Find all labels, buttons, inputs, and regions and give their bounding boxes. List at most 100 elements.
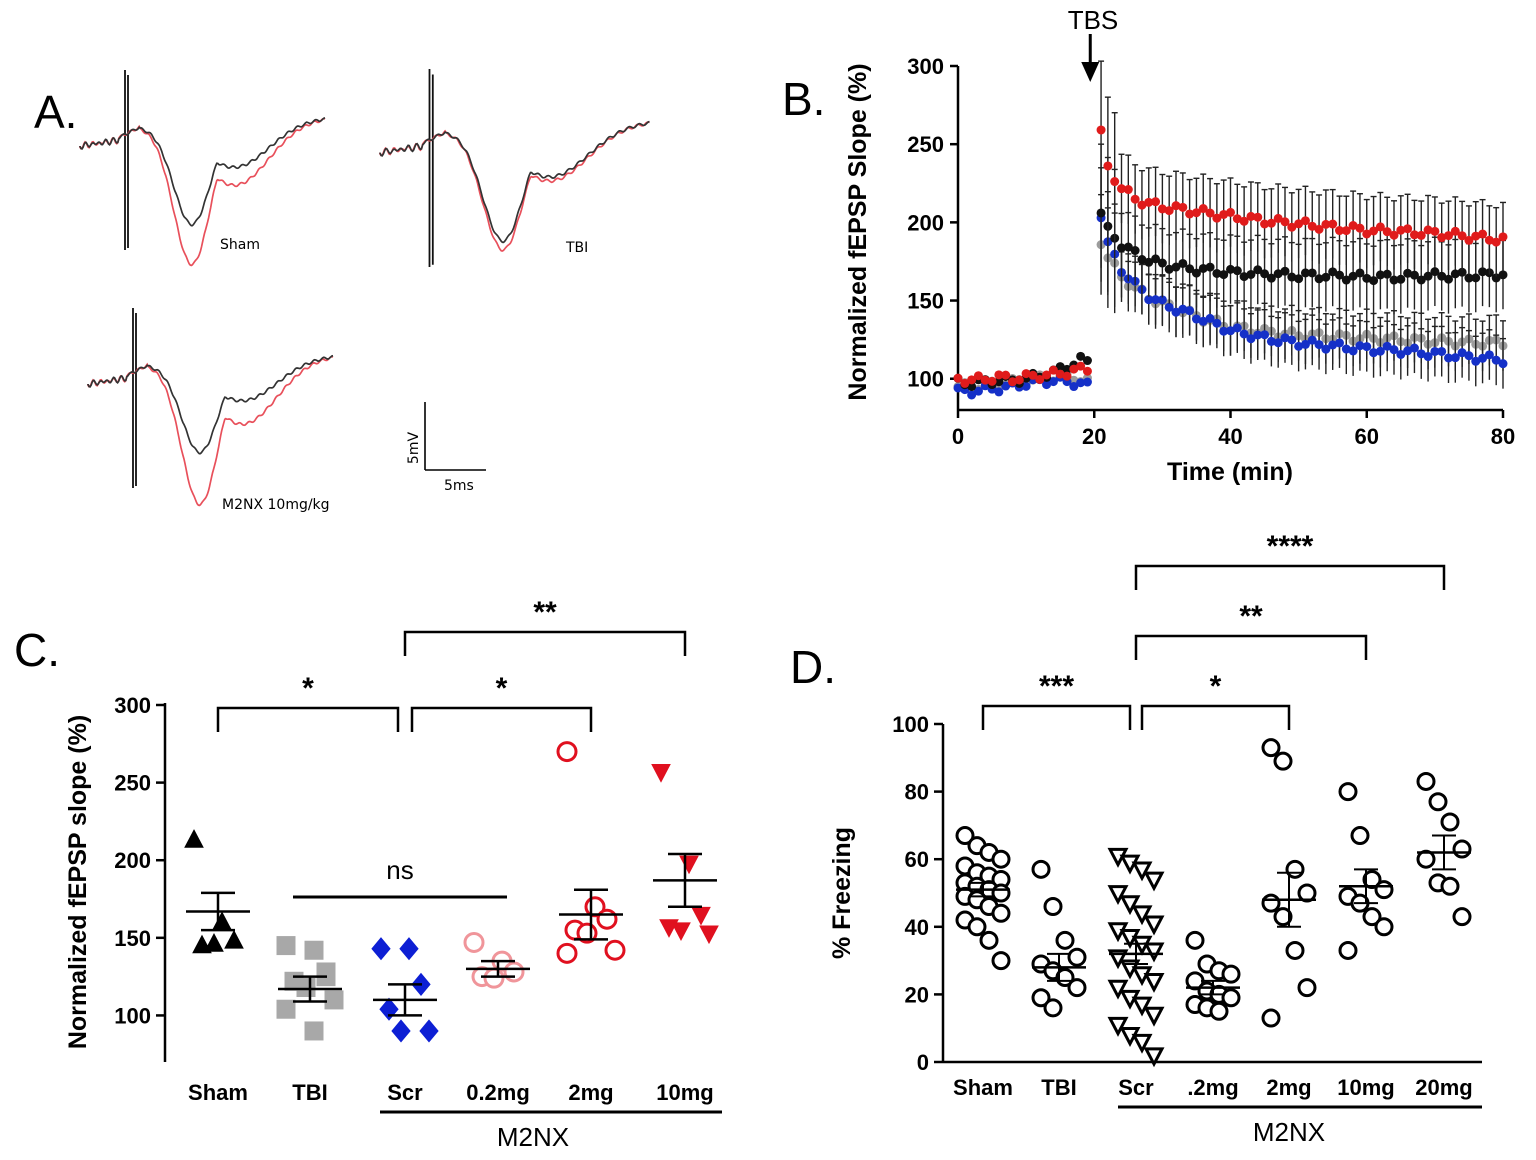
data-point-TBI [1031,859,1051,879]
data-point-blue [1403,346,1413,356]
data-point-red [1028,370,1038,380]
data-point-blue [973,386,983,396]
data-point-black [1171,262,1181,272]
x-category-label: 2mg [568,1080,613,1105]
data-point-Sham [184,829,204,848]
data-point-TBI [1067,947,1087,967]
x-category-label: TBI [1041,1075,1076,1100]
trace-black [379,120,650,244]
data-point-red [1082,366,1092,376]
data-point-red [1014,375,1024,385]
data-point-red [1341,226,1351,236]
data-point-black [1191,268,1201,278]
data-point-blue [1198,316,1208,326]
x-tick-label: 60 [1355,424,1379,449]
data-point-red [1287,222,1297,232]
data-point-black [1389,275,1399,285]
data-point-red [1164,206,1174,216]
stimulus-artifact [428,69,434,267]
data-point-red [1130,194,1140,204]
data-point-red [1362,229,1372,239]
data-point-red [1205,208,1215,218]
data-point-black [1185,264,1195,274]
panel-c-points [184,741,719,1043]
data-point-red [1185,209,1195,219]
data-point-black [1328,267,1338,277]
data-point-blue [1437,346,1447,356]
data-point-red [1464,235,1474,245]
data-point-blue [1307,335,1317,345]
data-point-10mg [1338,940,1358,960]
data-point-blue [1416,349,1426,359]
data-point-Scr [1143,1006,1165,1027]
data-point-blue [1219,326,1229,336]
data-point-black [1491,273,1501,283]
data-point-red [1042,370,1052,380]
data-point-red [1232,214,1242,224]
data-point-black [994,377,1004,387]
data-point-Scr [1143,871,1165,892]
data-point-Scr [419,1019,439,1043]
data-point-2mg [1261,893,1281,913]
panel-d-letter: D. [790,641,836,693]
trace-red [79,117,326,267]
data-point-red [1171,201,1181,211]
data-point-red [1375,222,1385,232]
data-point-Scr [1119,895,1141,916]
data-point-2mg [556,942,578,964]
data-point-Sham [979,930,999,950]
data-point-Scr [1143,972,1165,993]
panel-b-y-axis-title: Normalized fEPSP Slope (%) [844,63,872,400]
data-point-blue [1430,346,1440,356]
data-point-blue [1239,329,1249,339]
data-point-red [1157,204,1167,214]
tbs-annotation: TBS [1068,5,1119,35]
data-point-red [1008,377,1017,387]
data-point-blue [1246,334,1256,344]
data-point-TBI [276,999,296,1019]
data-point-10mg [1350,826,1370,846]
data-point-blue [1464,351,1474,361]
data-point-0.2mg [503,961,525,983]
data-point-10mg [1338,782,1358,802]
data-point-blue [1205,313,1215,323]
data-point-black [1321,272,1331,282]
data-point-red [1273,213,1283,223]
data-point-TBI [1043,897,1063,917]
data-point-0.2mg [483,967,505,989]
data-point-black [1471,273,1481,283]
data-point-20mg [1452,839,1472,859]
panel-b-letter: B. [782,73,825,125]
data-point-.2mg [1185,930,1205,950]
y-tick-label: 100 [907,367,944,392]
data-point-20mg [1440,876,1460,896]
data-point-blue [1185,306,1195,316]
data-point-red [1396,225,1406,235]
y-tick-label: 250 [907,132,944,157]
data-point-black [1423,271,1433,281]
data-point-Scr [1131,905,1153,926]
data-point-red [1062,371,1072,381]
comparison-scr-2mg-label: * [496,672,508,705]
data-point-red [1021,369,1031,379]
x-tick-label: 40 [1218,424,1242,449]
data-point-black [1307,268,1317,278]
data-point-TBI [296,977,316,997]
data-point-blue [1226,326,1235,336]
data-point-black [1123,242,1133,252]
data-point-red [1103,161,1113,171]
x-category-label: 0.2mg [466,1080,530,1105]
data-point-blue [1471,356,1481,366]
panel-a-letter: A. [34,86,77,138]
data-point-TBI [1055,930,1075,950]
data-point-blue [1082,377,1092,387]
data-point-blue [1287,335,1297,345]
data-point-black [1246,269,1256,279]
data-point-blue [1001,381,1011,391]
y-tick-label: 20 [905,982,929,1007]
data-point-blue [1409,343,1419,353]
data-point-black [1314,274,1324,284]
data-point-red [960,378,970,388]
data-point-blue [1375,346,1385,356]
data-point-TBI [1043,998,1063,1018]
